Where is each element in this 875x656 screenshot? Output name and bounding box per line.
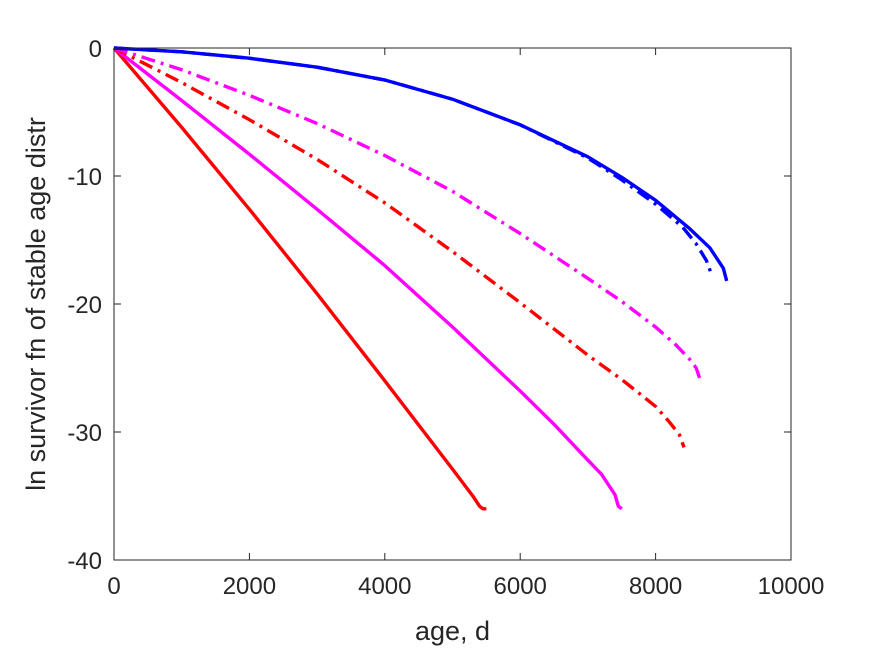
series-line-3 [113, 46, 686, 448]
y-tick-label: -30 [67, 420, 102, 447]
x-tick-label: 10000 [758, 573, 825, 600]
x-tick-label: 0 [107, 573, 120, 600]
x-axis-label: age, d [415, 616, 490, 646]
y-tick-label: -20 [67, 292, 102, 319]
series-line-6 [113, 46, 729, 282]
plot-area [114, 48, 791, 560]
y-tick-label: -40 [67, 548, 102, 575]
series-line-2 [112, 46, 623, 511]
y-tick-label: -10 [67, 164, 102, 191]
x-tick-label: 8000 [629, 573, 682, 600]
series-line-1 [112, 46, 487, 511]
series-line-4 [113, 46, 702, 379]
y-tick-label: 0 [89, 36, 102, 63]
x-tick-label: 4000 [358, 573, 411, 600]
y-axis-label: ln survivor fn of stable age distr [21, 117, 51, 491]
x-tick-label: 2000 [223, 573, 276, 600]
x-tick-label: 6000 [494, 573, 547, 600]
